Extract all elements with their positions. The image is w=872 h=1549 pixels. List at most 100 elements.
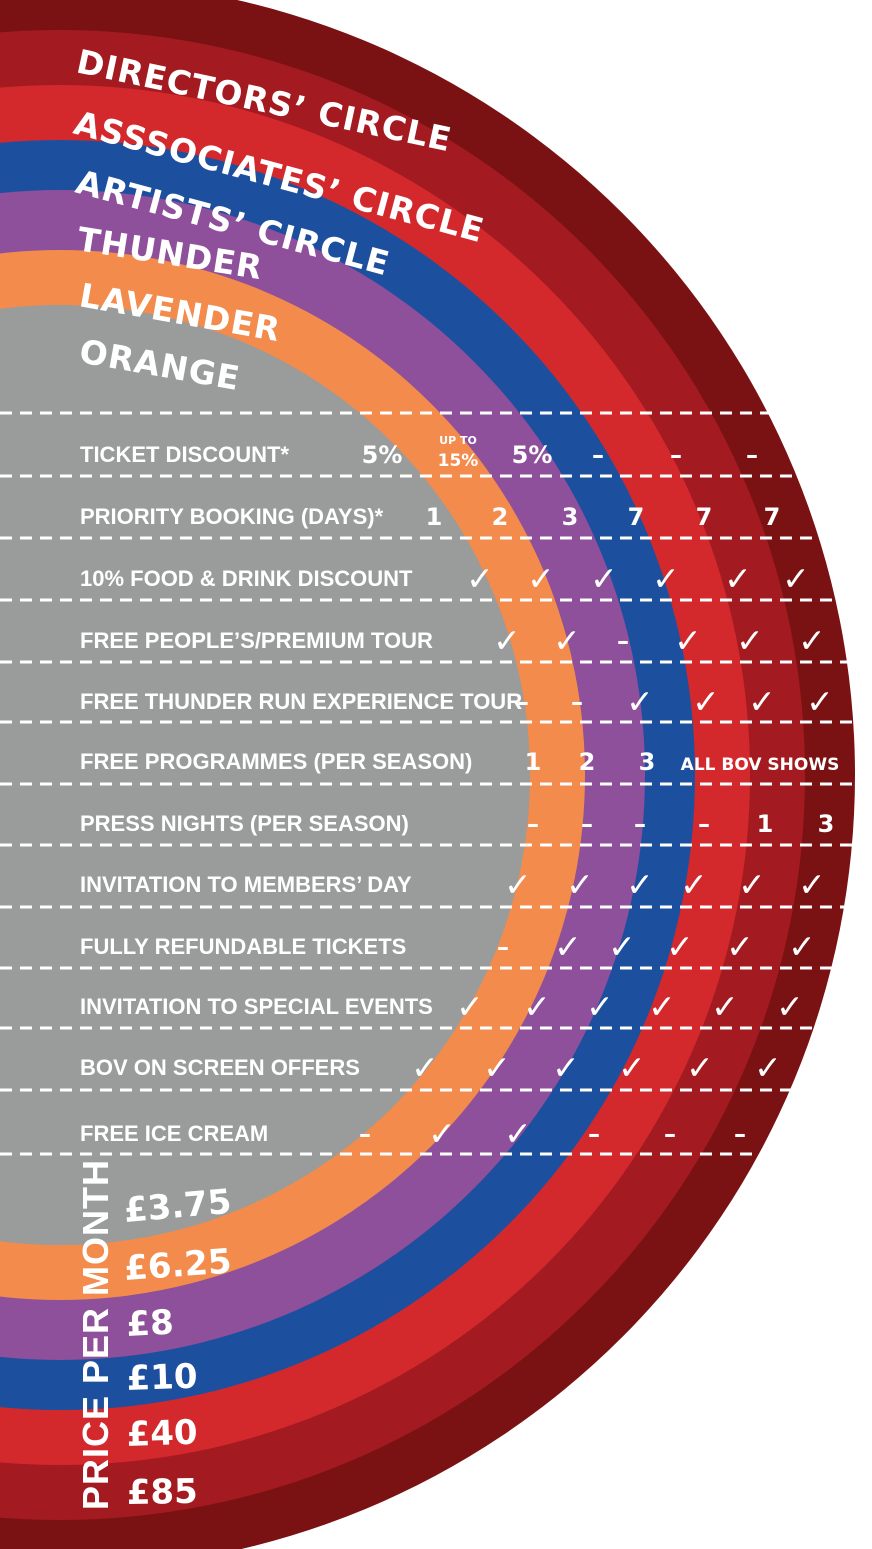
check-icon: ✓: [608, 927, 636, 966]
check-icon: ✓: [626, 865, 654, 904]
benefit-value: 1: [426, 503, 443, 531]
benefit-value: –: [634, 810, 646, 838]
benefit-label: FREE ICE CREAM: [80, 1121, 268, 1146]
benefit-value: –: [664, 1120, 676, 1148]
benefit-row: TICKET DISCOUNT* 5% UP TO 15% 5% – – –: [80, 434, 758, 471]
check-icon: ✓: [626, 682, 654, 721]
price-orange: £3.75: [122, 1182, 233, 1231]
benefit-value: –: [588, 1120, 600, 1148]
benefit-label: INVITATION TO SPECIAL EVENTS: [80, 994, 433, 1019]
price-asssociates-circle: £40: [126, 1413, 198, 1455]
benefit-value: 7: [628, 503, 645, 531]
benefit-label: BOV ON SCREEN OFFERS: [80, 1055, 360, 1080]
check-icon: ✓: [798, 865, 826, 904]
benefit-row: FREE PEOPLE’S/PREMIUM TOUR ✓ ✓ – ✓ ✓ ✓: [80, 621, 826, 660]
benefit-label: FREE PROGRAMMES (PER SEASON): [80, 749, 472, 774]
check-icon: ✓: [736, 621, 764, 660]
benefit-label: FREE PEOPLE’S/PREMIUM TOUR: [80, 628, 433, 653]
check-icon: ✓: [674, 621, 702, 660]
benefit-row: FULLY REFUNDABLE TICKETS – ✓ ✓ ✓ ✓ ✓: [80, 927, 816, 966]
benefit-value: 3: [562, 503, 579, 531]
benefit-value: 7: [764, 503, 781, 531]
prices: £3.75 £6.25 £8 £10 £40 £85: [122, 1182, 233, 1513]
check-icon: ✓: [527, 559, 555, 598]
benefit-value: 5%: [512, 441, 553, 469]
price-thunder: £8: [125, 1303, 174, 1345]
check-icon: ✓: [411, 1048, 439, 1087]
check-icon: ✓: [782, 559, 810, 598]
benefit-label: 10% FOOD & DRINK DISCOUNT: [80, 566, 413, 591]
benefit-value: 7: [696, 503, 713, 531]
benefit-value: –: [617, 627, 629, 655]
check-icon: ✓: [652, 559, 680, 598]
row-dividers: [0, 411, 872, 1156]
benefit-value: –: [698, 810, 710, 838]
check-icon: ✓: [456, 987, 484, 1026]
benefit-value: 1: [757, 810, 774, 838]
check-icon: ✓: [806, 682, 834, 721]
benefit-value: –: [746, 441, 758, 469]
benefit-value: –: [497, 933, 509, 961]
benefit-value: 15%: [438, 451, 479, 471]
benefit-value: –: [517, 688, 529, 716]
check-icon: ✓: [483, 1048, 511, 1087]
benefit-value: –: [527, 810, 539, 838]
check-icon: ✓: [738, 865, 766, 904]
benefit-value: ALL BOV SHOWS: [681, 755, 840, 775]
benefit-row: FREE ICE CREAM – ✓ ✓ – – –: [80, 1114, 746, 1153]
check-icon: ✓: [754, 1048, 782, 1087]
benefit-value: 2: [492, 503, 509, 531]
check-icon: ✓: [692, 682, 720, 721]
benefit-rows: TICKET DISCOUNT* 5% UP TO 15% 5% – – – PRIORITY …: [80, 434, 839, 1153]
benefit-value: –: [592, 441, 604, 469]
check-icon: ✓: [776, 987, 804, 1026]
check-icon: ✓: [666, 927, 694, 966]
check-icon: ✓: [554, 927, 582, 966]
check-icon: ✓: [504, 1114, 532, 1153]
check-icon: ✓: [586, 987, 614, 1026]
check-icon: ✓: [788, 927, 816, 966]
benefit-row: FREE PROGRAMMES (PER SEASON) 1 2 3 ALL BOV S…: [80, 748, 839, 776]
check-icon: ✓: [726, 927, 754, 966]
benefit-value: –: [581, 810, 593, 838]
check-icon: ✓: [566, 865, 594, 904]
check-icon: ✓: [680, 865, 708, 904]
price-directors-circle: £85: [126, 1472, 198, 1513]
check-icon: ✓: [493, 621, 521, 660]
check-icon: ✓: [552, 1048, 580, 1087]
benefit-value: –: [571, 688, 583, 716]
benefit-value: –: [670, 441, 682, 469]
price-per-month-label: PRICE PER MONTH: [75, 1159, 116, 1510]
benefit-label: PRESS NIGHTS (PER SEASON): [80, 811, 409, 836]
check-icon: ✓: [686, 1048, 714, 1087]
benefit-value: UP TO: [439, 434, 477, 447]
benefit-label: TICKET DISCOUNT*: [80, 442, 289, 467]
benefit-value: –: [359, 1120, 371, 1148]
check-icon: ✓: [504, 865, 532, 904]
check-icon: ✓: [748, 682, 776, 721]
benefit-value: 1: [525, 748, 542, 776]
check-icon: ✓: [798, 621, 826, 660]
benefit-row: BOV ON SCREEN OFFERS ✓ ✓ ✓ ✓ ✓ ✓: [80, 1048, 782, 1087]
check-icon: ✓: [724, 559, 752, 598]
check-icon: ✓: [553, 621, 581, 660]
check-icon: ✓: [648, 987, 676, 1026]
check-icon: ✓: [466, 559, 494, 598]
ring-center: [0, 305, 530, 1245]
benefit-label: PRIORITY BOOKING (DAYS)*: [80, 504, 384, 529]
check-icon: ✓: [523, 987, 551, 1026]
benefit-row: FREE THUNDER RUN EXPERIENCE TOUR– – ✓ ✓ ✓ ✓: [80, 682, 834, 721]
benefit-value: –: [734, 1120, 746, 1148]
check-icon: ✓: [711, 987, 739, 1026]
benefit-label: FULLY REFUNDABLE TICKETS: [80, 934, 406, 959]
benefit-row: PRESS NIGHTS (PER SEASON) – – – – 1 3: [80, 810, 834, 838]
benefit-label: FREE THUNDER RUN EXPERIENCE TOUR: [80, 689, 522, 714]
benefit-value: 3: [639, 748, 656, 776]
check-icon: ✓: [618, 1048, 646, 1087]
check-icon: ✓: [428, 1114, 456, 1153]
benefit-row: INVITATION TO SPECIAL EVENTS ✓ ✓ ✓ ✓ ✓ ✓: [80, 987, 804, 1026]
benefit-row: INVITATION TO MEMBERS’ DAY ✓ ✓ ✓ ✓ ✓ ✓: [80, 865, 826, 904]
benefit-label: INVITATION TO MEMBERS’ DAY: [80, 872, 412, 897]
